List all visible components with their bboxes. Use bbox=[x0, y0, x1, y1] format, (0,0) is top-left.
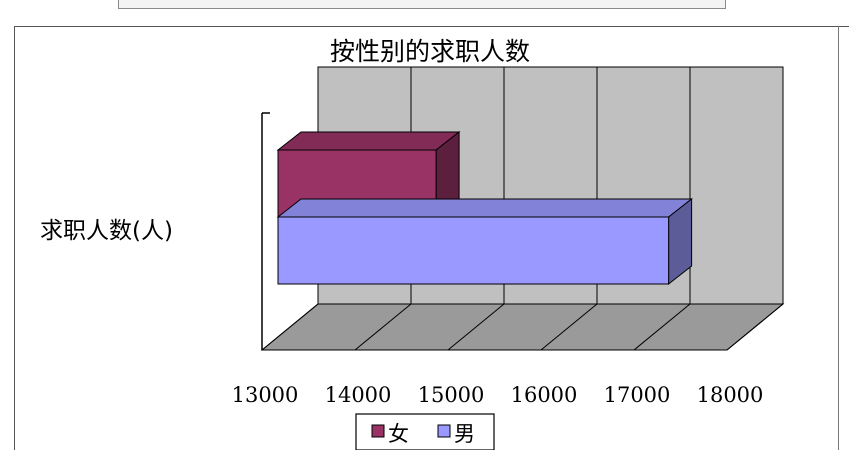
worksheet-frame-top bbox=[118, 0, 726, 9]
chart-area-right-border bbox=[838, 26, 839, 450]
chart-title: 按性别的求职人数 bbox=[330, 37, 530, 66]
chart-area-top-border bbox=[14, 26, 849, 27]
legend: 女男 bbox=[371, 422, 475, 446]
legend-swatch bbox=[437, 424, 451, 438]
x-tick-label: 18000 bbox=[697, 383, 764, 407]
legend-label: 男 bbox=[454, 422, 475, 446]
x-tick-label: 14000 bbox=[325, 383, 392, 407]
x-tick-label: 17000 bbox=[604, 383, 671, 407]
chart-floor bbox=[260, 303, 785, 351]
legend-swatch bbox=[371, 424, 385, 438]
bars bbox=[276, 130, 694, 286]
x-tick-label: 15000 bbox=[418, 383, 485, 407]
x-axis-ticks: 13000 14000 15000 16000 17000 18000 bbox=[232, 383, 764, 407]
x-tick-label: 13000 bbox=[232, 383, 299, 407]
y-axis-label: 求职人数(人) bbox=[40, 218, 173, 244]
bar-male bbox=[276, 197, 694, 286]
legend-label: 女 bbox=[388, 422, 409, 446]
legend-item-male: 男 bbox=[437, 422, 475, 446]
gridline bbox=[726, 67, 784, 351]
x-tick-label: 16000 bbox=[511, 383, 578, 407]
legend-item-female: 女 bbox=[371, 422, 409, 446]
chart-area-left-border bbox=[14, 26, 15, 450]
